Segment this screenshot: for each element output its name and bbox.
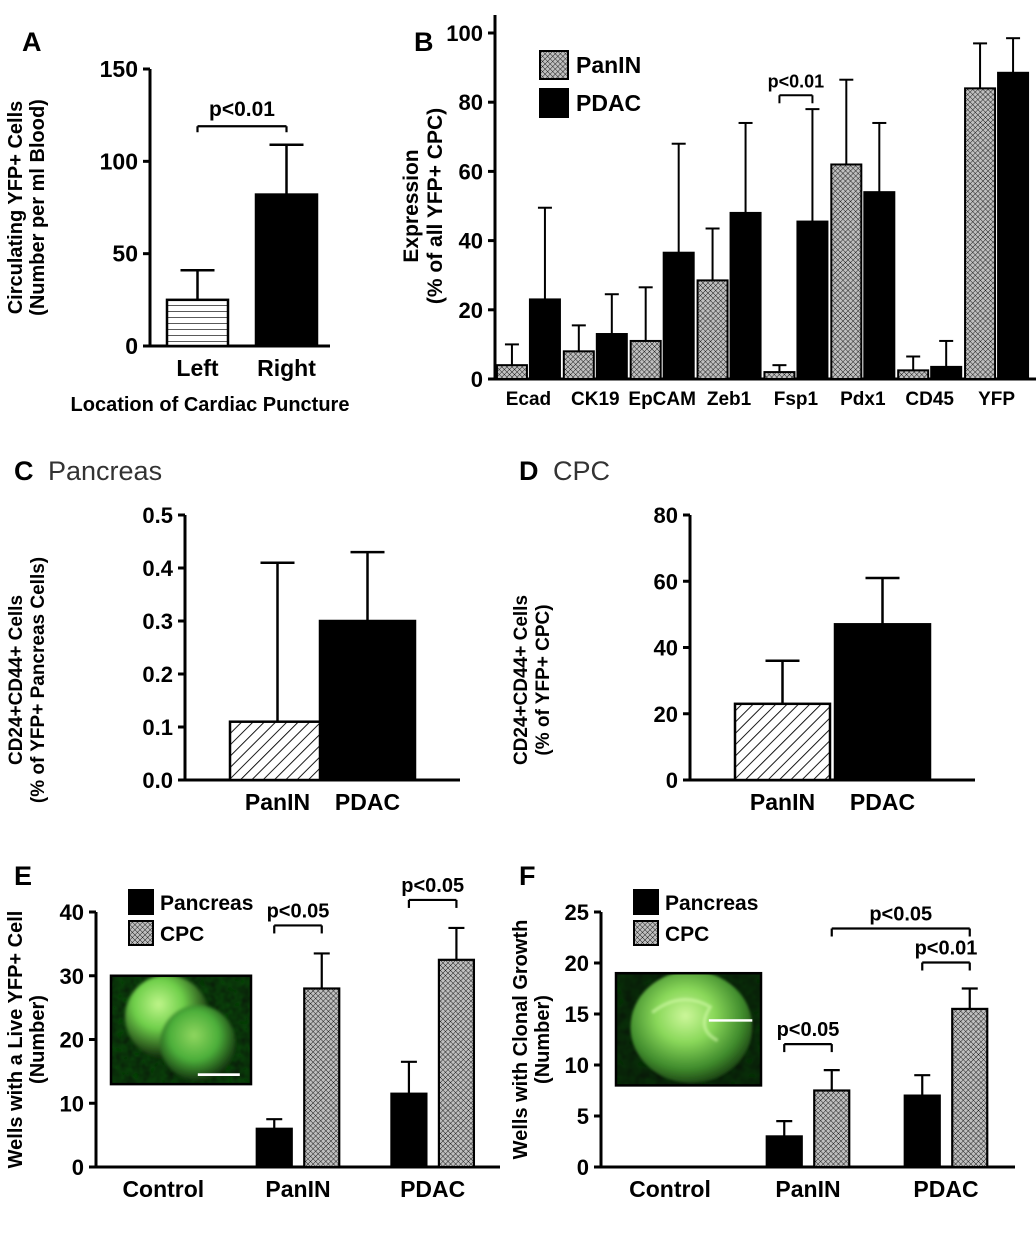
svg-text:0.5: 0.5 xyxy=(142,503,173,528)
svg-text:Left: Left xyxy=(176,355,219,381)
svg-text:p<0.05: p<0.05 xyxy=(869,904,932,926)
svg-text:C: C xyxy=(14,456,34,486)
svg-text:10: 10 xyxy=(60,1091,84,1116)
svg-text:PDAC: PDAC xyxy=(913,1176,978,1202)
svg-text:10: 10 xyxy=(565,1053,589,1078)
svg-text:Right: Right xyxy=(257,355,316,381)
svg-text:PanIN: PanIN xyxy=(775,1176,840,1202)
svg-text:(% of YFP+ Pancreas Cells): (% of YFP+ Pancreas Cells) xyxy=(28,557,49,803)
svg-text:0: 0 xyxy=(125,333,138,359)
svg-text:40: 40 xyxy=(654,636,678,661)
svg-text:0: 0 xyxy=(471,367,483,392)
svg-text:CD45: CD45 xyxy=(905,389,954,410)
svg-text:20: 20 xyxy=(654,702,678,727)
svg-text:100: 100 xyxy=(446,21,483,46)
svg-text:15: 15 xyxy=(565,1002,589,1027)
svg-text:Control: Control xyxy=(629,1176,711,1202)
svg-text:p<0.05: p<0.05 xyxy=(267,900,330,922)
svg-text:5: 5 xyxy=(577,1104,589,1129)
svg-text:40: 40 xyxy=(459,229,483,254)
svg-text:20: 20 xyxy=(60,1028,84,1053)
svg-text:EpCAM: EpCAM xyxy=(628,389,696,410)
svg-text:Wells with Clonal Growth: Wells with Clonal Growth xyxy=(510,920,532,1160)
svg-text:0.1: 0.1 xyxy=(142,715,173,740)
svg-text:Pancreas: Pancreas xyxy=(48,456,162,486)
svg-text:(% of all YFP+ CPC): (% of all YFP+ CPC) xyxy=(424,108,447,304)
svg-text:0: 0 xyxy=(577,1155,589,1180)
svg-text:0.0: 0.0 xyxy=(142,768,173,793)
svg-text:E: E xyxy=(14,861,32,891)
svg-text:25: 25 xyxy=(565,900,589,925)
svg-text:p<0.01: p<0.01 xyxy=(209,98,275,121)
svg-text:60: 60 xyxy=(654,569,678,594)
svg-text:p<0.05: p<0.05 xyxy=(777,1019,840,1041)
svg-text:A: A xyxy=(22,27,42,57)
svg-text:50: 50 xyxy=(112,241,138,267)
svg-text:p<0.01: p<0.01 xyxy=(915,938,978,960)
svg-text:20: 20 xyxy=(565,951,589,976)
svg-text:D: D xyxy=(519,456,539,486)
svg-text:40: 40 xyxy=(60,900,84,925)
svg-text:PanIN: PanIN xyxy=(245,789,310,815)
svg-text:Pancreas: Pancreas xyxy=(665,892,758,915)
svg-text:YFP: YFP xyxy=(978,389,1015,410)
svg-text:20: 20 xyxy=(459,298,483,323)
svg-text:Wells with a Live YFP+ Cell: Wells with a Live YFP+ Cell xyxy=(5,911,27,1169)
svg-text:Pdx1: Pdx1 xyxy=(840,389,886,410)
svg-text:30: 30 xyxy=(60,964,84,989)
svg-text:80: 80 xyxy=(459,90,483,115)
svg-text:Ecad: Ecad xyxy=(506,389,551,410)
svg-text:(Number per ml Blood): (Number per ml Blood) xyxy=(27,99,49,316)
svg-text:Pancreas: Pancreas xyxy=(160,892,253,915)
svg-text:0.3: 0.3 xyxy=(142,609,173,634)
svg-text:0.2: 0.2 xyxy=(142,662,173,687)
svg-text:0: 0 xyxy=(72,1155,84,1180)
svg-text:PDAC: PDAC xyxy=(576,90,641,116)
svg-text:p<0.05: p<0.05 xyxy=(401,875,464,897)
svg-text:Circulating YFP+ Cells: Circulating YFP+ Cells xyxy=(5,101,27,315)
svg-text:p<0.01: p<0.01 xyxy=(768,71,825,91)
svg-text:CK19: CK19 xyxy=(571,389,620,410)
svg-text:PanIN: PanIN xyxy=(750,789,815,815)
svg-text:0.4: 0.4 xyxy=(142,556,173,581)
svg-text:B: B xyxy=(414,27,434,57)
svg-text:60: 60 xyxy=(459,159,483,184)
svg-text:PDAC: PDAC xyxy=(400,1176,465,1202)
svg-text:150: 150 xyxy=(100,56,138,82)
svg-text:(% of YFP+ CPC): (% of YFP+ CPC) xyxy=(533,604,554,755)
svg-text:100: 100 xyxy=(100,148,138,174)
svg-text:CD24+CD44+ Cells: CD24+CD44+ Cells xyxy=(6,595,27,765)
svg-text:PDAC: PDAC xyxy=(850,789,915,815)
svg-text:CPC: CPC xyxy=(665,923,709,946)
svg-text:CD24+CD44+ Cells: CD24+CD44+ Cells xyxy=(511,595,532,765)
svg-text:CPC: CPC xyxy=(553,456,610,486)
svg-text:80: 80 xyxy=(654,503,678,528)
svg-text:(Number): (Number) xyxy=(27,995,49,1084)
svg-text:Fsp1: Fsp1 xyxy=(774,389,819,410)
svg-text:Location of Cardiac Puncture: Location of Cardiac Puncture xyxy=(71,394,350,416)
svg-text:Zeb1: Zeb1 xyxy=(707,389,752,410)
svg-text:PanIN: PanIN xyxy=(265,1176,330,1202)
svg-text:F: F xyxy=(519,861,536,891)
svg-text:(Number): (Number) xyxy=(532,995,554,1084)
svg-text:PDAC: PDAC xyxy=(335,789,400,815)
svg-text:Expression: Expression xyxy=(400,149,423,262)
svg-text:PanIN: PanIN xyxy=(576,52,641,78)
svg-text:Control: Control xyxy=(122,1176,204,1202)
svg-text:CPC: CPC xyxy=(160,923,204,946)
svg-text:0: 0 xyxy=(666,768,678,793)
